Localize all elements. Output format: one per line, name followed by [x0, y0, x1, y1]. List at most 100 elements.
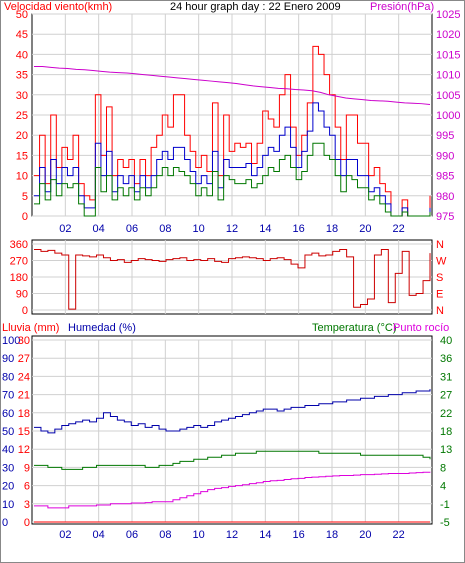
temperature-tick-label: -5	[440, 517, 450, 529]
x-tick-label: 10	[193, 529, 205, 541]
wind-series	[34, 45, 431, 217]
y2-tick-label: 980	[436, 191, 454, 203]
temperature-tick-label: 31	[440, 371, 452, 383]
x-tick-label: 22	[393, 223, 405, 235]
y-tick-label: 5	[22, 191, 28, 203]
compass-label: N	[436, 239, 444, 251]
series-gust	[34, 45, 431, 217]
rain-tick-label: 21	[18, 390, 30, 402]
dewpoint-axis-label: Punto rocío	[393, 322, 449, 334]
wind-x-ticks: 02 04 06 08 10 12 14 16 18 20 22	[59, 223, 405, 235]
x-tick-label: 20	[359, 529, 371, 541]
series-humidity	[34, 389, 431, 434]
x-tick-label: 16	[293, 223, 305, 235]
x-tick-label: 12	[226, 529, 238, 541]
y-tick-label: 10	[16, 171, 28, 183]
wind-axis-label: Velocidad viento(kmh)	[4, 1, 112, 13]
humidity-tick-label: 90	[2, 353, 14, 365]
humidity-tick-label: 60	[2, 408, 14, 420]
compass-label: S	[436, 272, 443, 284]
rain-tick-label: 0	[24, 517, 30, 529]
rain-tick-label: 3	[24, 499, 30, 511]
y-tick-label: 0	[22, 211, 28, 223]
x-tick-label: 06	[126, 223, 138, 235]
rain-tick-label: 15	[18, 426, 30, 438]
rain-tick-label: 6	[24, 481, 30, 493]
temperature-tick-label: 13	[440, 444, 452, 456]
x-tick-label: 04	[93, 223, 105, 235]
x-tick-label: 16	[293, 529, 305, 541]
y-tick-label: 90	[16, 289, 28, 301]
x-tick-label: 10	[193, 223, 205, 235]
x-tick-label: 04	[93, 529, 105, 541]
humidity-tick-label: 80	[2, 371, 14, 383]
rain-tick-label: 30	[18, 335, 30, 347]
x-tick-label: 08	[159, 223, 171, 235]
y-tick-label: 360	[10, 239, 28, 251]
y2-tick-label: 1010	[436, 70, 460, 82]
series-pressure	[34, 66, 431, 105]
x-tick-label: 02	[59, 223, 71, 235]
y2-tick-label: 990	[436, 150, 454, 162]
y-tick-label: 180	[10, 272, 28, 284]
temperature-tick-label: -1	[440, 499, 450, 511]
temperature-axis-label: Temperatura (°C)	[312, 322, 396, 334]
direction-grid	[32, 240, 432, 314]
y2-tick-label: 975	[436, 211, 454, 223]
x-tick-label: 08	[159, 529, 171, 541]
humidity-axis-label: Humedad (%)	[68, 322, 136, 334]
chart-title: 24 hour graph day : 22 Enero 2009	[170, 1, 341, 13]
x-tick-label: 12	[226, 223, 238, 235]
x-tick-label: 06	[126, 529, 138, 541]
x-tick-label: 22	[393, 529, 405, 541]
y-tick-label: 30	[16, 90, 28, 102]
series-dewpoint	[34, 471, 431, 509]
y-tick-label: 35	[16, 70, 28, 82]
compass-label: N	[436, 305, 444, 317]
y-tick-label: 0	[22, 305, 28, 317]
temperature-tick-label: 27	[440, 390, 452, 402]
y-tick-label: 45	[16, 29, 28, 41]
humidity-tick-label: 0	[2, 517, 8, 529]
rain-tick-label: 18	[18, 408, 30, 420]
temperature-tick-label: 18	[440, 426, 452, 438]
y-tick-label: 50	[16, 9, 28, 21]
rain-tick-label: 27	[18, 353, 30, 365]
y-tick-label: 40	[16, 49, 28, 61]
pressure-y-ticks: 975 980 985 990 995 1000 1005 1010 1015 1020 1025	[436, 9, 460, 223]
y2-tick-label: 1000	[436, 110, 460, 122]
humidity-tick-label: 100	[2, 335, 20, 347]
y-tick-label: 20	[16, 130, 28, 142]
x-tick-label: 02	[59, 529, 71, 541]
direction-series	[34, 249, 431, 310]
series-direction	[34, 249, 431, 310]
x-tick-label: 14	[259, 529, 271, 541]
direction-y-ticks: 0 90 180 270 360	[10, 239, 28, 317]
temperature-tick-label: 8	[440, 462, 446, 474]
temperature-y-ticks: -5 -1 4 8 13 18 22 27 31 36 40	[440, 335, 452, 529]
series-min	[34, 142, 431, 217]
rain-tick-label: 12	[18, 444, 30, 456]
rain-tick-label: 24	[18, 371, 30, 383]
temperature-tick-label: 40	[440, 335, 452, 347]
compass-label: W	[436, 256, 447, 268]
temperature-tick-label: 22	[440, 408, 452, 420]
y-tick-label: 270	[10, 256, 28, 268]
x-tick-label: 18	[326, 223, 338, 235]
y-tick-label: 25	[16, 110, 28, 122]
x-tick-label: 14	[259, 223, 271, 235]
temperature-tick-label: 4	[440, 481, 446, 493]
series-avg	[34, 102, 431, 217]
humidity-tick-label: 40	[2, 444, 14, 456]
compass-label: E	[436, 289, 443, 301]
humidity-tick-label: 20	[2, 481, 14, 493]
temp-x-ticks: 02 04 06 08 10 12 14 16 18 20 22	[59, 529, 405, 541]
y2-tick-label: 1025	[436, 9, 460, 21]
rain-axis-label: Lluvia (mm)	[2, 322, 59, 334]
wind-y-ticks: 0 5 10 15 20 25 30 35 40 45 50	[16, 9, 28, 223]
y2-tick-label: 1020	[436, 29, 460, 41]
y2-tick-label: 1015	[436, 49, 460, 61]
